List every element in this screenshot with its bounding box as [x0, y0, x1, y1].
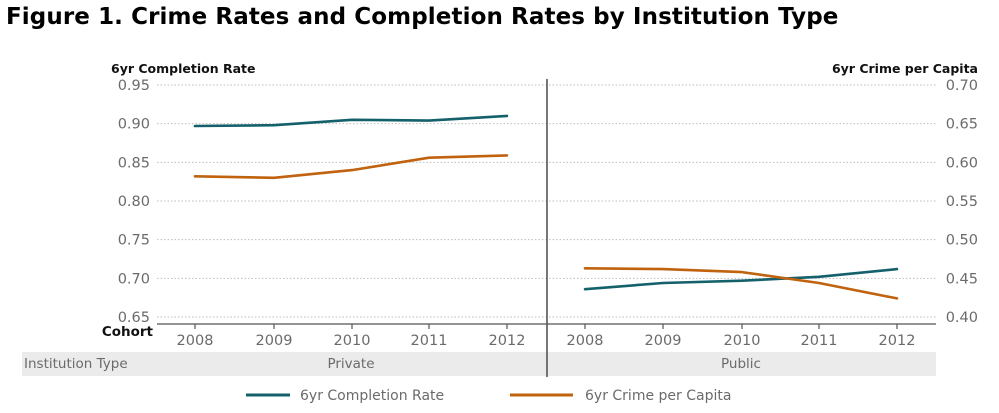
right-tick-label: 0.60 [946, 155, 978, 171]
left-tick-label: 0.85 [118, 155, 150, 171]
left-tick-label: 0.75 [118, 233, 150, 249]
right-tick-label: 0.50 [946, 233, 978, 249]
left-axis-title: 6yr Completion Rate [111, 61, 255, 76]
x-axis-title: Cohort [102, 324, 154, 340]
right-tick-label: 0.70 [946, 78, 978, 94]
institution-type-band [22, 352, 936, 376]
left-tick-label: 0.90 [118, 117, 150, 133]
right-tick-label: 0.65 [946, 117, 978, 133]
institution-type-label: Institution Type [24, 356, 128, 372]
legend-label-completion: 6yr Completion Rate [300, 388, 444, 404]
right-tick-label: 0.45 [946, 271, 978, 287]
x-tick-label: 2009 [645, 333, 682, 349]
right-tick-label: 0.55 [946, 194, 978, 210]
x-tick-label: 2008 [567, 333, 604, 349]
x-tick-label: 2010 [334, 333, 371, 349]
panel-label-private: Private [327, 356, 374, 372]
left-tick-label: 0.80 [118, 194, 150, 210]
x-tick-label: 2012 [489, 333, 526, 349]
legend-label-crime: 6yr Crime per Capita [585, 388, 731, 404]
figure-title: Figure 1. Crime Rates and Completion Rat… [6, 4, 839, 30]
x-tick-label: 2008 [177, 333, 214, 349]
x-tick-label: 2009 [256, 333, 293, 349]
x-tick-label: 2010 [724, 333, 761, 349]
completion-rate-line-public [583, 267, 899, 291]
left-tick-label: 0.70 [118, 271, 150, 287]
left-tick-label: 0.65 [118, 310, 150, 326]
crime-per-capita-line-private [193, 154, 509, 180]
right-axis-title: 6yr Crime per Capita [832, 61, 978, 76]
crime-per-capita-line-public [583, 266, 899, 300]
x-tick-label: 2011 [411, 333, 448, 349]
panel-label-public: Public [721, 356, 761, 372]
left-tick-label: 0.95 [118, 78, 150, 94]
x-tick-label: 2012 [879, 333, 916, 349]
x-tick-label: 2011 [801, 333, 838, 349]
completion-rate-line-private [193, 114, 509, 128]
right-tick-label: 0.40 [946, 310, 978, 326]
